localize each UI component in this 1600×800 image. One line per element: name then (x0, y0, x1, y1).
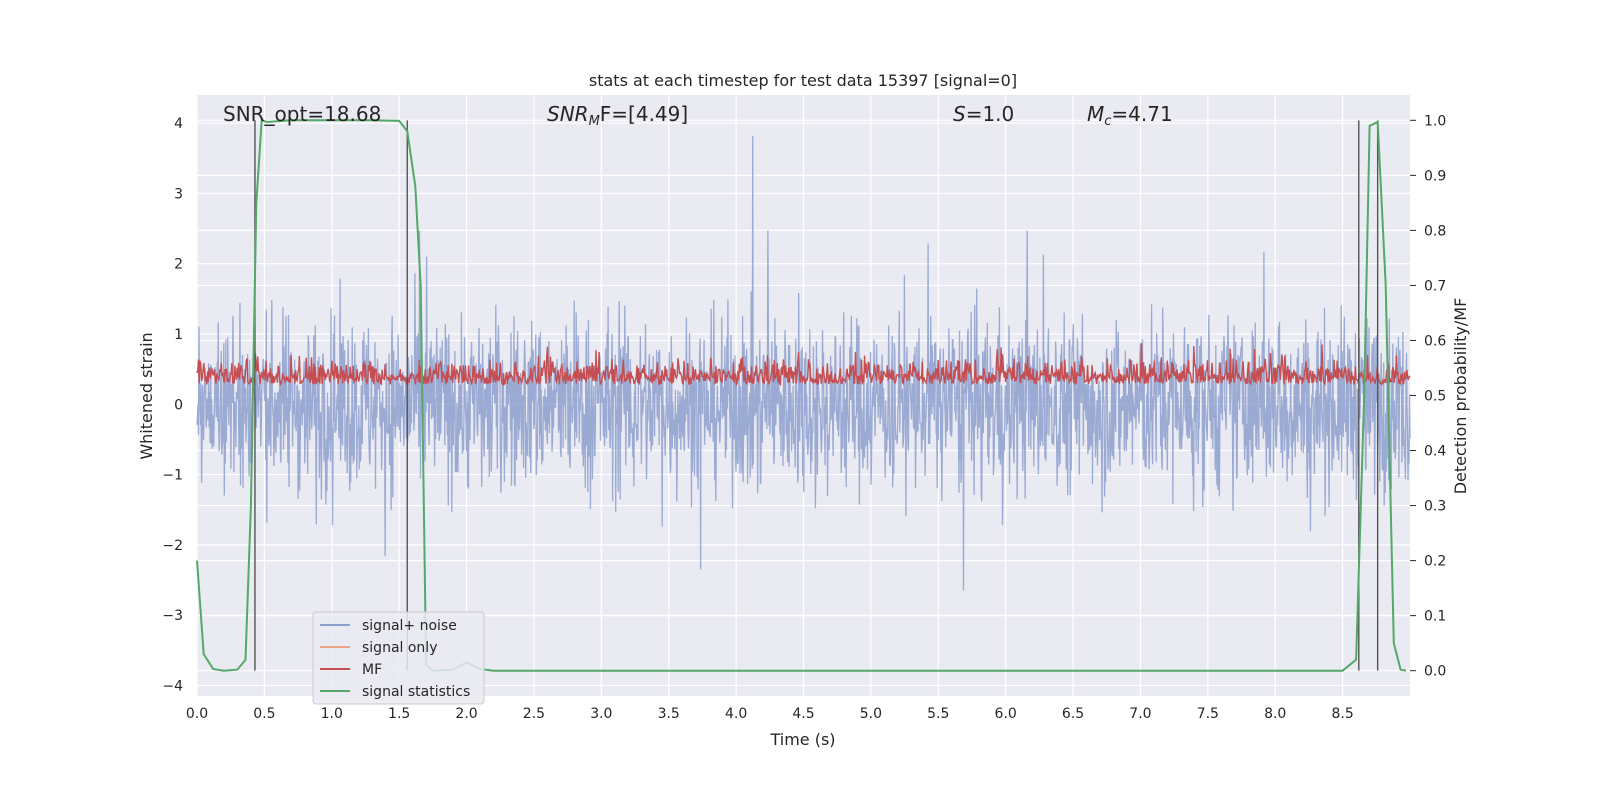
annotation-snr-mf-base: SNR (547, 102, 589, 126)
x-tick-label-4: 2.0 (455, 706, 477, 722)
y-tick-left-label-6: 2 (174, 257, 183, 273)
mf-line (196, 343, 1411, 387)
y-tick-right-label-7: 0.7 (1424, 278, 1446, 294)
annotation-s-rest: =1.0 (966, 102, 1015, 126)
y-tick-right-label-3: 0.3 (1424, 499, 1446, 515)
x-tick-label-17: 8.5 (1331, 706, 1353, 722)
x-tick-label-16: 8.0 (1264, 706, 1286, 722)
y-tick-left-label-1: −3 (162, 608, 183, 624)
y-tick-left-label-5: 1 (174, 327, 183, 343)
annotation-mc-rest: =4.71 (1111, 102, 1172, 126)
legend-label-signal-only: signal only (362, 640, 437, 656)
legend-box (312, 611, 485, 705)
legend-label-signal-noise: signal+ noise (362, 618, 457, 634)
annotation-snr-mf-sub: M (589, 114, 600, 129)
y-tick-right-label-6: 0.6 (1424, 333, 1446, 349)
legend-label-signal-statistics: signal statistics (362, 684, 470, 700)
y-ticks-left: −4 −3 −2 −1 0 1 2 3 4 (162, 116, 183, 694)
x-tick-label-12: 6.0 (995, 706, 1017, 722)
x-tick-label-1: 0.5 (253, 706, 275, 722)
y-tick-left-label-0: −4 (162, 678, 183, 694)
x-tick-label-15: 7.5 (1197, 706, 1219, 722)
annotation-snr-mf: SNRMF=[4.49] (547, 102, 688, 129)
y-tick-right-label-9: 0.9 (1424, 168, 1446, 184)
y-tick-left-label-2: −2 (162, 538, 183, 554)
y-tick-left-label-4: 0 (174, 397, 183, 413)
y-tick-right-label-2: 0.2 (1424, 554, 1446, 570)
annotation-mc: Mc=4.71 (1087, 102, 1173, 129)
y-tick-right-label-1: 0.1 (1424, 609, 1446, 625)
y-tick-right-label-8: 0.8 (1424, 223, 1446, 239)
annotation-mc-sub: c (1104, 114, 1111, 129)
y-tick-left-label-8: 4 (174, 116, 183, 132)
chart-title: stats at each timestep for test data 153… (589, 71, 1017, 90)
series-signal-noise (196, 135, 1411, 591)
x-ticks: 0.0 0.5 1.0 1.5 2.0 2.5 3.0 3.5 4.0 4.5 5.0 5.5 6.0 6… (186, 706, 1354, 722)
x-tick-label-2: 1.0 (321, 706, 343, 722)
x-tick-label-11: 5.5 (927, 706, 949, 722)
y-tick-right-label-5: 0.5 (1424, 389, 1446, 405)
x-tick-label-9: 4.5 (792, 706, 814, 722)
x-tick-label-7: 3.5 (658, 706, 680, 722)
y-tick-right-label-10: 1.0 (1424, 113, 1446, 129)
x-tick-label-14: 7.0 (1129, 706, 1151, 722)
y-ticks-right: 0.0 0.1 0.2 0.3 0.4 0.5 0.6 0.7 0.8 0.9 1.0 (1410, 113, 1446, 680)
y-tick-left-label-3: −1 (162, 468, 183, 484)
y-tick-left-label-7: 3 (174, 186, 183, 202)
x-tick-label-10: 5.0 (860, 706, 882, 722)
annotation-s: S=1.0 (953, 102, 1014, 126)
x-tick-label-6: 3.0 (590, 706, 612, 722)
legend: signal+ noise signal only MF signal stat… (312, 611, 485, 705)
y-axis-label-left: Whitened strain (137, 332, 156, 459)
noise-line (196, 135, 1411, 591)
y-tick-right-label-0: 0.0 (1424, 664, 1446, 680)
annotation-snr-opt: SNR_opt=18.68 (223, 102, 381, 126)
annotation-snr-mf-rest: F=[4.49] (600, 102, 688, 126)
y-axis-label-right: Detection probability/MF (1451, 298, 1470, 495)
x-tick-label-8: 4.0 (725, 706, 747, 722)
annotation-s-base: S (953, 102, 966, 126)
x-axis-label: Time (s) (769, 730, 835, 749)
x-tick-label-3: 1.5 (388, 706, 410, 722)
legend-label-mf: MF (362, 662, 382, 678)
series-mf (196, 343, 1411, 387)
annotation-mc-base: M (1087, 102, 1104, 126)
x-tick-label-0: 0.0 (186, 706, 208, 722)
x-tick-label-5: 2.5 (523, 706, 545, 722)
x-tick-label-13: 6.5 (1062, 706, 1084, 722)
y-tick-right-label-4: 0.4 (1424, 444, 1446, 460)
